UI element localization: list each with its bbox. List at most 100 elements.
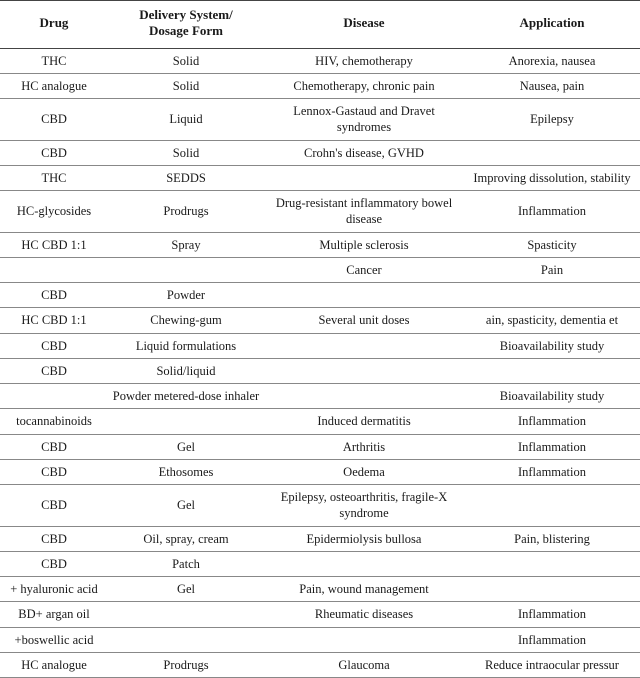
table-row: Powder metered-dose inhalerBioavailabili… (0, 384, 640, 409)
cell: Inflammation (464, 191, 640, 233)
cell: CBD (0, 551, 108, 576)
cell: Oil, spray, cream (108, 526, 264, 551)
cell (464, 485, 640, 527)
cell: Solid (108, 48, 264, 73)
cell (264, 283, 464, 308)
table-row: CBDSolidCrohn's disease, GVHD (0, 140, 640, 165)
cell: Bioavailability study (464, 333, 640, 358)
table-row: CBDLiquid formulationsBioavailability st… (0, 333, 640, 358)
cell: Inflammation (464, 602, 640, 627)
cell (108, 602, 264, 627)
table-row: THCSEDDS Improving dissolution, stability (0, 165, 640, 190)
cell: CBD (0, 140, 108, 165)
table-row: CancerPain (0, 257, 640, 282)
table-row: HC analogueSolidChemotherapy, chronic pa… (0, 73, 640, 98)
cell (464, 577, 640, 602)
cell: CBD (0, 358, 108, 383)
cell (264, 165, 464, 190)
cell: Oedema (264, 459, 464, 484)
cell: Liquid (108, 99, 264, 141)
cell: tocannabinoids (0, 409, 108, 434)
cell: Cancer (264, 257, 464, 282)
cell: HC analogue (0, 73, 108, 98)
cell: ain, spasticity, dementia et (464, 308, 640, 333)
cell: Epidermiolysis bullosa (264, 526, 464, 551)
cell: Crohn's disease, GVHD (264, 140, 464, 165)
table-row: HC CBD 1:1Chewing-gumSeveral unit dosesa… (0, 308, 640, 333)
col-header-3: Application (464, 1, 640, 49)
cell (108, 257, 264, 282)
cell: Pain, blistering (464, 526, 640, 551)
cell (464, 551, 640, 576)
table-row: CBDPowder (0, 283, 640, 308)
cell: Bioavailability study (464, 384, 640, 409)
cell: CBD (0, 526, 108, 551)
cell: Solid (108, 73, 264, 98)
cell: Pain (464, 257, 640, 282)
cell: Gel (108, 434, 264, 459)
cell: Spray (108, 232, 264, 257)
cell (264, 384, 464, 409)
cell (108, 409, 264, 434)
table-row: CBDPatch (0, 551, 640, 576)
cell: Drug-resistant inflammatory bowel diseas… (264, 191, 464, 233)
table-row: HC analogueProdrugsGlaucomaReduce intrao… (0, 652, 640, 677)
cell: HC CBD 1:1 (0, 308, 108, 333)
cell: Solid/liquid (108, 358, 264, 383)
cell: Spasticity (464, 232, 640, 257)
cell: HC-glycosides (0, 191, 108, 233)
table-row: CBDSolid/liquid (0, 358, 640, 383)
cell: Reduce intraocular pressur (464, 652, 640, 677)
cell: Liquid formulations (108, 333, 264, 358)
cell: Gel (108, 577, 264, 602)
table-head: DrugDelivery System/Dosage FormDiseaseAp… (0, 1, 640, 49)
cell: Induced dermatitis (264, 409, 464, 434)
cell: Ethosomes (108, 459, 264, 484)
cell (0, 384, 108, 409)
cell: THC (0, 48, 108, 73)
cell: + hyaluronic acid (0, 577, 108, 602)
cell: Anorexia, nausea (464, 48, 640, 73)
cell: SEDDS (108, 165, 264, 190)
table-row: BD+ argan oilRheumatic diseasesInflammat… (0, 602, 640, 627)
cell: Inflammation (464, 434, 640, 459)
cell: Inflammation (464, 409, 640, 434)
cell: Gel (108, 485, 264, 527)
cell: Solid (108, 140, 264, 165)
cell (464, 283, 640, 308)
cell: Powder (108, 283, 264, 308)
col-header-2: Disease (264, 1, 464, 49)
cell: Several unit doses (264, 308, 464, 333)
cell: Prodrugs (108, 191, 264, 233)
cell: Inflammation (464, 459, 640, 484)
table-row: HC CBD 1:1SprayMultiple sclerosisSpastic… (0, 232, 640, 257)
cell: Multiple sclerosis (264, 232, 464, 257)
cell: Patch (108, 551, 264, 576)
cell: Epilepsy, osteoarthritis, fragile-X synd… (264, 485, 464, 527)
cell (464, 140, 640, 165)
cell: THC (0, 165, 108, 190)
cell: HIV, chemotherapy (264, 48, 464, 73)
cell: CBD (0, 283, 108, 308)
cell: Arthritis (264, 434, 464, 459)
cell: BD+ argan oil (0, 602, 108, 627)
cell: Epilepsy (464, 99, 640, 141)
cell: HC CBD 1:1 (0, 232, 108, 257)
table-body: THCSolidHIV, chemotherapyAnorexia, nause… (0, 48, 640, 678)
table-row: THCSolidHIV, chemotherapyAnorexia, nause… (0, 48, 640, 73)
col-header-0: Drug (0, 1, 108, 49)
cell: Prodrugs (108, 652, 264, 677)
cell: HC analogue (0, 652, 108, 677)
drug-table: DrugDelivery System/Dosage FormDiseaseAp… (0, 0, 640, 678)
cell (264, 551, 464, 576)
cell: Glaucoma (264, 652, 464, 677)
cell: CBD (0, 459, 108, 484)
table-row: HC-glycosidesProdrugsDrug-resistant infl… (0, 191, 640, 233)
cell: CBD (0, 99, 108, 141)
cell: Improving dissolution, stability (464, 165, 640, 190)
cell: CBD (0, 434, 108, 459)
cell: Nausea, pain (464, 73, 640, 98)
cell: Pain, wound management (264, 577, 464, 602)
table-row: tocannabinoids Induced dermatitisInflamma… (0, 409, 640, 434)
cell: Chewing-gum (108, 308, 264, 333)
